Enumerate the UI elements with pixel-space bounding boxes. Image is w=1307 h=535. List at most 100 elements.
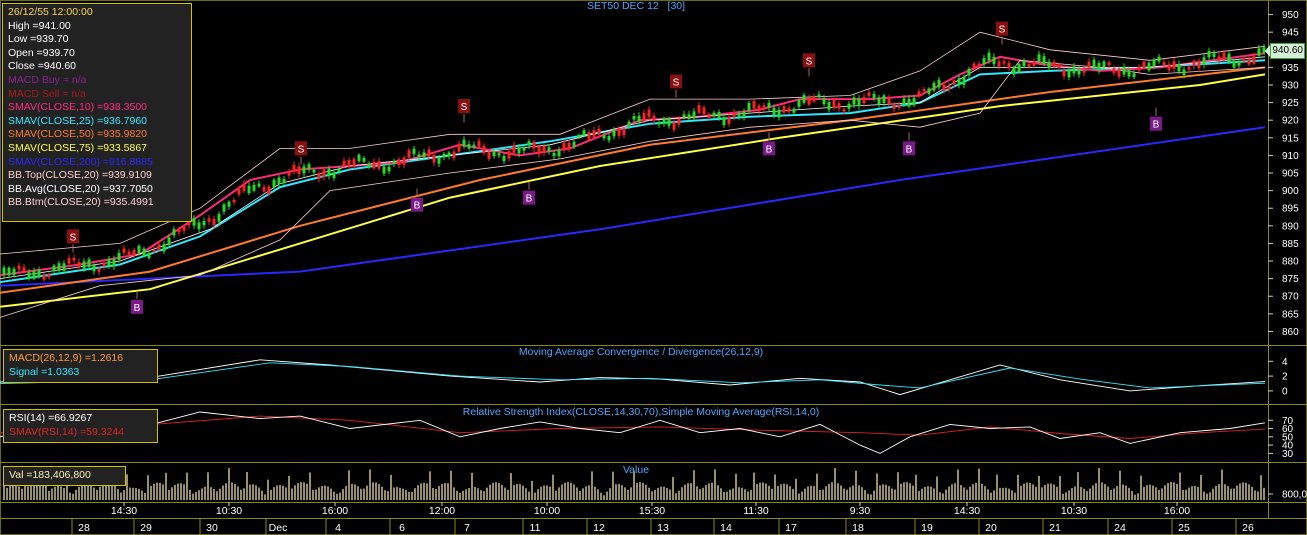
candle-body — [592, 130, 596, 138]
rsi-panel[interactable] — [0, 411, 1266, 454]
candle-body — [102, 262, 106, 267]
buy-signal: B — [131, 290, 143, 314]
candle-body — [692, 111, 696, 119]
time-label: 9:30 — [850, 505, 871, 517]
signal-box — [670, 74, 682, 89]
candle-body — [1232, 60, 1236, 68]
candle-body — [597, 128, 601, 135]
candle-body — [812, 96, 816, 102]
candle-body — [632, 116, 636, 120]
candle-body — [872, 93, 876, 99]
candle-body — [1197, 60, 1201, 69]
date-label: 21 — [1049, 522, 1061, 534]
candle-body — [567, 142, 571, 150]
candle-body — [877, 97, 881, 104]
macd-tick-label: 0 — [1282, 386, 1288, 397]
candle-body — [352, 159, 356, 167]
candle-body — [202, 220, 206, 226]
candle-body — [892, 104, 896, 110]
price-tick-label: 920 — [1282, 116, 1299, 127]
candle-body — [557, 150, 561, 157]
candle-body — [2, 267, 6, 275]
candle-body — [222, 204, 226, 212]
price-info-box[interactable]: 26/12/55 12:00:00 High =941.00 Low =939.… — [2, 3, 192, 222]
candle-body — [797, 100, 801, 107]
time-label: 16:00 — [1164, 505, 1190, 517]
macd-tick-label: 4 — [1282, 357, 1288, 368]
candle-body — [962, 77, 966, 85]
candle-body — [532, 141, 536, 149]
candle-body — [767, 102, 771, 108]
indicator-label: SMAV(CLOSE,200) =916.8885 — [8, 155, 153, 168]
signal-label: S — [298, 144, 305, 155]
candle-body — [277, 177, 281, 185]
indicator-label: MACD Buy = n/a — [8, 73, 87, 86]
date-label: 4 — [335, 522, 341, 534]
macd-panel[interactable] — [0, 359, 1266, 396]
candle-body — [1112, 68, 1116, 73]
price-tick-label: 865 — [1282, 309, 1299, 320]
candle-body — [847, 103, 851, 109]
candle-body — [1102, 61, 1106, 68]
candle-body — [792, 108, 796, 113]
candle-body — [902, 98, 906, 105]
indicator-legend: MACD Buy = n/a MACD Sell = n/a SMAV(CLOSE,… — [8, 73, 186, 208]
candle-body — [92, 265, 96, 272]
candle-body — [447, 152, 451, 157]
candle-body — [657, 121, 661, 125]
candle-body — [142, 248, 146, 256]
candle-body — [857, 98, 861, 107]
candle-body — [612, 129, 616, 137]
candle-body — [547, 147, 551, 152]
candle-body — [517, 147, 521, 154]
signal-box — [67, 229, 79, 244]
series-line — [0, 59, 1266, 318]
price-tick-label: 950 — [1282, 10, 1299, 21]
buy-signal: B — [411, 188, 423, 212]
date-label: 7 — [464, 522, 470, 534]
candle-body — [397, 159, 401, 166]
candle-body — [742, 111, 746, 118]
candle-body — [1017, 63, 1021, 72]
candle-body — [867, 92, 871, 96]
price-panel[interactable]: S B S B S B S B S B S B — [0, 21, 1266, 318]
candle-body — [922, 89, 926, 92]
candle-body — [1082, 70, 1086, 73]
candle-body — [1132, 73, 1136, 78]
candle-body — [1057, 64, 1061, 68]
value-panel[interactable] — [3, 468, 1265, 500]
candle-body — [1177, 63, 1181, 72]
series-line — [0, 66, 1266, 294]
macd-tick-label: 2 — [1282, 372, 1288, 383]
open-readout: Open =939.70 — [8, 46, 75, 59]
macd-info-box[interactable]: MACD(26,12,9) =1.2616 Signal =1.0363 — [3, 349, 158, 383]
candle-body — [347, 160, 351, 168]
candle-body — [27, 272, 31, 279]
candle-body — [72, 257, 76, 261]
signal-box — [803, 53, 815, 68]
candle-body — [647, 109, 651, 117]
candle-body — [212, 218, 216, 226]
rsi-info-box[interactable]: RSI(14) =66.9267 SMAV(RSI,14) =59.3244 — [3, 409, 158, 443]
candle-body — [577, 134, 581, 138]
candle-body — [412, 148, 416, 155]
candle-body — [887, 96, 891, 104]
high-readout: High =941.00 — [8, 19, 71, 32]
value-info-box[interactable]: Val =183,406,800 — [3, 466, 126, 486]
candle-body — [737, 113, 741, 117]
candle-body — [1192, 60, 1196, 66]
candle-body — [287, 172, 291, 176]
candle-body — [1012, 67, 1016, 75]
candle-body — [707, 113, 711, 118]
candle-body — [362, 157, 366, 162]
candle-body — [77, 261, 81, 268]
candle-body — [787, 108, 791, 112]
signal-label: S — [461, 102, 468, 113]
candle-body — [1137, 66, 1141, 71]
buy-signal: B — [763, 132, 775, 156]
candle-body — [822, 98, 826, 105]
candle-body — [462, 139, 466, 147]
candle-body — [372, 161, 376, 169]
rsi-tick-label: 40 — [1282, 441, 1294, 452]
